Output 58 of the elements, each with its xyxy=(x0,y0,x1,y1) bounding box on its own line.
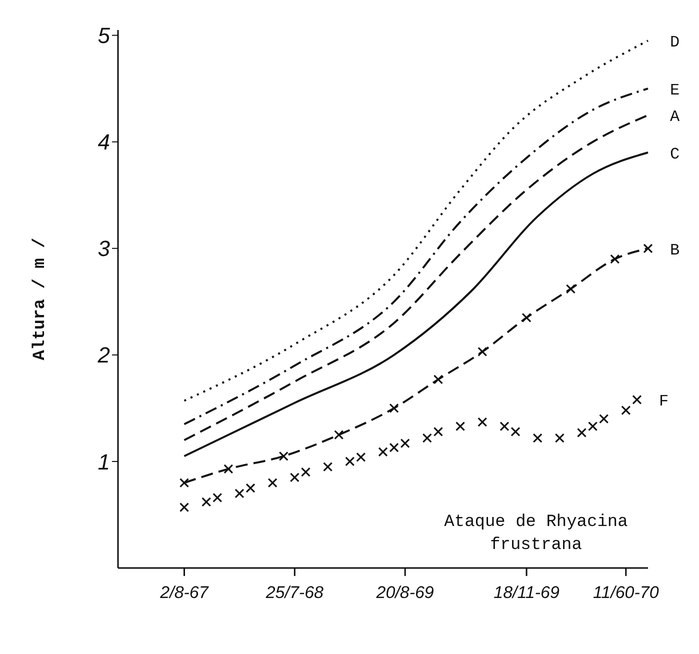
point xyxy=(532,433,542,443)
point xyxy=(632,394,642,404)
series-label: D xyxy=(670,34,680,52)
point xyxy=(478,346,488,357)
point xyxy=(599,414,609,424)
series-label: C xyxy=(670,146,680,164)
point xyxy=(422,433,432,443)
point xyxy=(179,502,190,512)
y-tick-label: 3 xyxy=(98,236,111,262)
point xyxy=(455,422,466,432)
point xyxy=(224,464,234,474)
point xyxy=(500,422,510,432)
point xyxy=(278,451,288,461)
point xyxy=(202,497,212,507)
x-tick-label: 2/8-67 xyxy=(159,583,209,602)
point xyxy=(334,430,344,440)
point xyxy=(478,417,488,427)
point xyxy=(212,492,222,502)
point xyxy=(268,478,278,488)
annotation: Ataque de Rhyacina frustrana xyxy=(444,513,628,555)
point xyxy=(510,426,520,436)
point xyxy=(234,488,244,498)
point xyxy=(400,438,410,448)
series-label: A xyxy=(670,108,680,126)
series-label: B xyxy=(670,241,680,260)
point xyxy=(554,433,564,443)
point xyxy=(389,403,399,413)
x-tick-label: 18/11-69 xyxy=(494,583,560,602)
x-tick-label: 11/60-70 xyxy=(592,583,660,602)
line-series xyxy=(183,40,649,402)
series-label: E xyxy=(670,82,680,100)
point xyxy=(389,442,399,452)
y-tick-label: 5 xyxy=(98,23,111,48)
point xyxy=(179,478,190,488)
y-tick-label: 4 xyxy=(98,130,110,155)
point xyxy=(290,472,300,482)
point xyxy=(643,244,653,254)
point xyxy=(566,284,576,294)
x-tick-label: 20/8-69 xyxy=(375,583,434,602)
point xyxy=(356,452,366,462)
point xyxy=(345,456,355,466)
series-label: F xyxy=(658,392,669,411)
point xyxy=(246,483,256,493)
point xyxy=(522,312,532,322)
y-tick-label: 1 xyxy=(98,449,110,474)
line-series xyxy=(183,152,649,458)
point xyxy=(378,447,388,457)
point xyxy=(433,374,444,384)
y-tick-label: 2 xyxy=(96,342,110,368)
point xyxy=(322,462,333,472)
point xyxy=(588,422,598,432)
point xyxy=(576,428,587,438)
point xyxy=(433,426,444,436)
point xyxy=(621,406,631,416)
point xyxy=(610,254,620,264)
point xyxy=(300,467,311,477)
x-tick-label: 25/7-68 xyxy=(264,583,324,602)
y-axis-title: Altura / m / xyxy=(31,238,50,360)
